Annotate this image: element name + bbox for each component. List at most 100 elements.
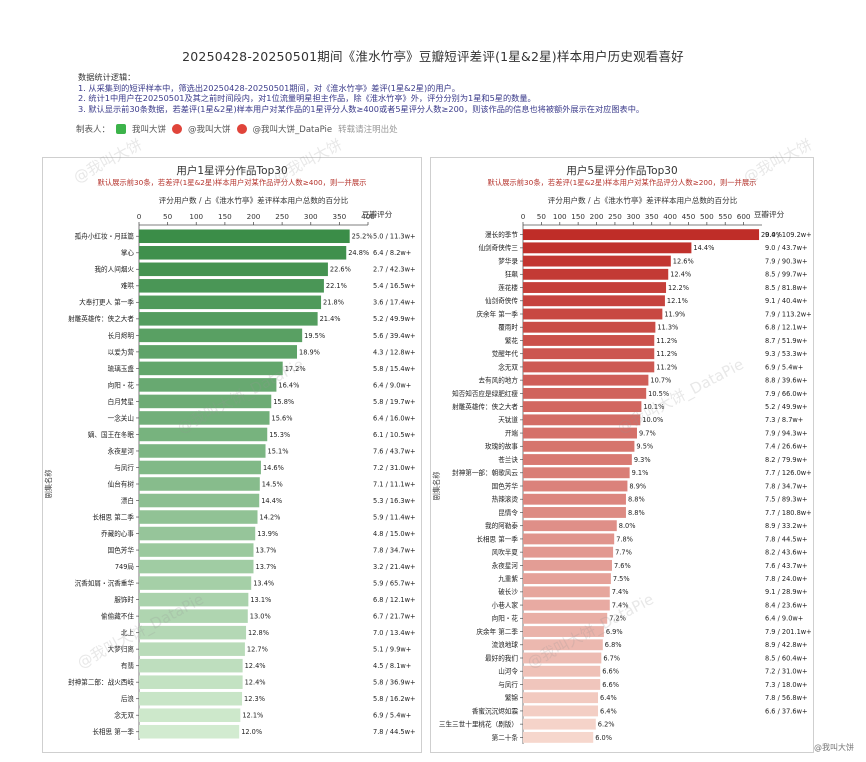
cright-bar — [523, 559, 612, 571]
cleft-bar — [139, 493, 260, 508]
cleft-score-label: 7.0 / 13.4w+ — [373, 629, 416, 637]
cright-data-label: 11.9% — [664, 310, 685, 318]
cleft-data-label: 15.3% — [269, 431, 290, 439]
cright-x-tick-label: 450 — [682, 212, 696, 221]
cleft-category-label: 我的人间烟火 — [94, 265, 134, 274]
cleft-bar — [139, 543, 254, 557]
cleft-score-label: 5.0 / 11.3w+ — [373, 233, 416, 241]
five-star-chart: 用户5星评分作品Top30默认展示前30条，若差评(1星&2星)样本用户对某作品… — [432, 164, 812, 744]
cright-x-tick-label: 250 — [608, 212, 622, 221]
cleft-x-tick-label: 350 — [333, 212, 347, 221]
cright-bar — [523, 480, 628, 492]
cleft-score-header: 豆瓣评分 — [362, 209, 393, 219]
cleft-bar — [139, 378, 277, 392]
cright-score-label: 7.9 / 94.3w+ — [765, 429, 808, 437]
cleft-category-label: 白月梵星 — [108, 397, 135, 406]
cright-category-label: 漫长的季节 — [485, 230, 518, 239]
cright-bar — [523, 387, 647, 399]
cright-data-label: 7.2% — [609, 615, 626, 623]
cleft-score-label: 5.8 / 19.7w+ — [373, 398, 416, 406]
cleft-bar — [139, 427, 268, 442]
cright-score-label: 7.8 / 56.8w+ — [765, 694, 808, 702]
cleft-score-label: 5.4 / 16.5w+ — [373, 282, 416, 290]
cright-score-label: 8.4 / 23.6w+ — [765, 601, 808, 609]
cright-data-label: 6.9% — [606, 628, 623, 636]
cleft-data-label: 25.2% — [352, 233, 373, 241]
cright-data-label: 9.3% — [634, 456, 651, 464]
cleft-bar — [139, 246, 347, 260]
cright-data-label: 10.5% — [648, 390, 669, 398]
cleft-score-label: 4.3 / 12.8w+ — [373, 348, 416, 356]
cleft-category-label: 乔藏的心事 — [101, 529, 134, 538]
cright-category-label: 射雕英雄传：侠之大者 — [452, 402, 518, 411]
cright-data-label: 9.1% — [632, 469, 649, 477]
cleft-score-label: 5.8 / 15.4w+ — [373, 365, 416, 373]
cright-category-label: 繁锦 — [505, 693, 519, 702]
cright-bar — [523, 718, 596, 730]
cright-x-tick-label: 0 — [521, 212, 526, 221]
cright-score-label: 8.9 / 33.2w+ — [765, 522, 808, 530]
cleft-bar — [139, 295, 322, 310]
cright-score-label: 7.5 / 89.3w+ — [765, 496, 808, 504]
credit-note: 转载请注明出处 — [338, 125, 398, 135]
cright-bar — [523, 348, 655, 360]
cright-score-label: 8.7 / 51.9w+ — [765, 337, 808, 345]
cleft-data-label: 12.7% — [247, 646, 268, 654]
cleft-category-label: 长月烬明 — [108, 331, 135, 340]
left-chart-panel: 用户1星评分作品Top30 默认展示前30条，若差评(1星&2星)样本用户对某作品… — [42, 157, 422, 753]
cright-category-label: 仙剑奇侠传三 — [478, 243, 518, 252]
cleft-category-label: 一念关山 — [108, 413, 134, 422]
cright-data-label: 8.0% — [619, 522, 636, 530]
cleft-data-label: 12.4% — [245, 662, 266, 670]
cleft-data-label: 13.4% — [253, 579, 274, 587]
cright-data-label: 10.1% — [643, 403, 664, 411]
cright-bar — [523, 440, 635, 452]
cright-data-label: 7.6% — [614, 562, 631, 570]
cleft-bar — [139, 625, 247, 640]
stats-notes: 数据统计逻辑： 1. 从采集到的短评样本中，筛选出20250428-202505… — [78, 72, 798, 114]
cleft-data-label: 15.8% — [273, 398, 294, 406]
cleft-category-label: 掌心 — [121, 248, 135, 257]
cright-data-label: 11.3% — [657, 324, 678, 332]
signature-text: @我叫大饼 — [814, 743, 854, 752]
cright-category-label: 天钛道 — [498, 415, 518, 424]
cright-score-label: 7.3 / 8.7w+ — [765, 416, 803, 424]
cleft-category-label: 嫡、国王在冬眠 — [88, 430, 135, 439]
cleft-category-label: 沉香如屑・沉香重华 — [75, 578, 135, 587]
cleft-data-label: 22.6% — [330, 266, 351, 274]
cright-score-label: 9.1 / 40.4w+ — [765, 297, 808, 305]
cright-bar — [523, 467, 630, 479]
credit-weibo[interactable]: @我叫大饼 — [188, 125, 231, 135]
cright-x-tick-label: 500 — [700, 212, 714, 221]
cright-category-label: 念无双 — [498, 362, 518, 371]
cright-bar — [523, 639, 603, 651]
cleft-category-label: 国色芳华 — [108, 545, 135, 554]
cleft-x-tick-label: 300 — [304, 212, 318, 221]
cright-data-label: 6.6% — [602, 681, 619, 689]
cright-bar — [523, 321, 656, 333]
cleft-category-label: 后浪 — [121, 694, 135, 703]
douban-icon — [116, 124, 127, 134]
cright-bar — [523, 282, 667, 293]
cright-bar — [523, 335, 655, 346]
cright-data-label: 11.2% — [656, 350, 677, 358]
cleft-score-label: 2.7 / 42.3w+ — [373, 266, 416, 274]
cleft-data-label: 12.3% — [244, 695, 265, 703]
cright-category-label: 与凤行 — [498, 680, 518, 689]
cright-category-label: 梦华录 — [498, 256, 518, 265]
cright-bar — [523, 731, 594, 743]
cright-category-label: 永夜星河 — [492, 561, 519, 570]
cleft-category-label: 难哄 — [121, 281, 135, 290]
cright-score-label: 8.5 / 60.4w+ — [765, 654, 808, 662]
cright-category-label: 狂飙 — [505, 270, 519, 279]
cleft-data-label: 13.1% — [250, 596, 271, 604]
credit-douban[interactable]: 我叫大饼 — [132, 125, 167, 135]
credit-weibo-datapie[interactable]: @我叫大饼_DataPie — [252, 125, 333, 135]
cleft-data-label: 12.1% — [242, 712, 263, 720]
cleft-x-tick-label: 400 — [361, 212, 375, 221]
cright-score-label: 7.8 / 24.0w+ — [765, 575, 808, 583]
cright-y-axis-label: 剧集名称 — [432, 472, 441, 501]
cright-data-label: 8.8% — [628, 496, 645, 504]
cright-score-header: 豆瓣评分 — [754, 209, 785, 219]
cleft-category-label: 永夜星河 — [108, 446, 135, 455]
